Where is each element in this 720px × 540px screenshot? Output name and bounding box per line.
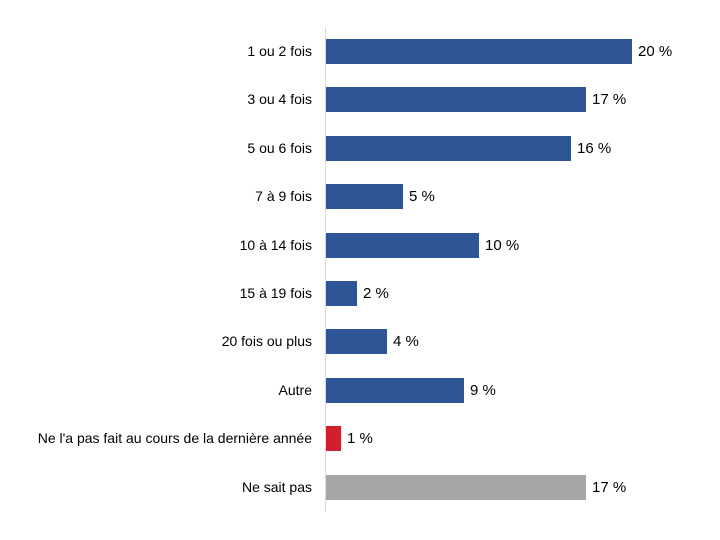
bar-row: Ne sait pas 17 % (0, 474, 720, 500)
bar-row: Autre 9 % (0, 377, 720, 403)
bar (326, 377, 464, 403)
bar-row: 3 ou 4 fois 17 % (0, 87, 720, 113)
bar-row: 20 fois ou plus 4 % (0, 329, 720, 355)
bar (326, 232, 479, 258)
value-label: 5 % (409, 188, 435, 206)
value-label: 16 % (577, 139, 612, 157)
category-label: Autre (278, 381, 312, 398)
bar (326, 474, 586, 500)
bar-row: 5 ou 6 fois 16 % (0, 135, 720, 161)
bar (326, 426, 341, 452)
bar-row: 7 à 9 fois 5 % (0, 184, 720, 210)
category-label: 5 ou 6 fois (247, 139, 312, 156)
bar (326, 87, 586, 113)
bar (326, 184, 403, 210)
value-label: 2 % (363, 285, 389, 302)
category-label: 10 à 14 fois (239, 236, 312, 253)
bar-row: 10 à 14 fois 10 % (0, 232, 720, 258)
category-label: 7 à 9 fois (255, 188, 312, 205)
bar (326, 329, 387, 355)
bar-row: Ne l'a pas fait au cours de la dernière … (0, 426, 720, 452)
value-label: 1 % (347, 430, 373, 448)
value-label: 10 % (485, 236, 520, 254)
value-label: 17 % (592, 478, 627, 496)
value-label: 4 % (393, 333, 419, 351)
bar-row: 15 à 19 fois 2 % (0, 281, 720, 306)
category-label: 20 fois ou plus (221, 333, 312, 350)
bar (326, 135, 571, 161)
category-label: Ne sait pas (241, 478, 312, 495)
bar (326, 281, 357, 306)
category-label: 3 ou 4 fois (247, 91, 312, 108)
category-label: 15 à 19 fois (239, 285, 312, 301)
value-label: 17 % (592, 91, 627, 109)
category-label: Ne l'a pas fait au cours de la dernière … (37, 430, 312, 447)
bar-row: 1 ou 2 fois 20 % (0, 39, 720, 64)
bar (326, 39, 632, 64)
value-label: 9 % (470, 381, 496, 399)
category-axis-line (325, 27, 326, 512)
value-label: 20 % (638, 43, 673, 60)
category-label: 1 ou 2 fois (247, 43, 312, 59)
